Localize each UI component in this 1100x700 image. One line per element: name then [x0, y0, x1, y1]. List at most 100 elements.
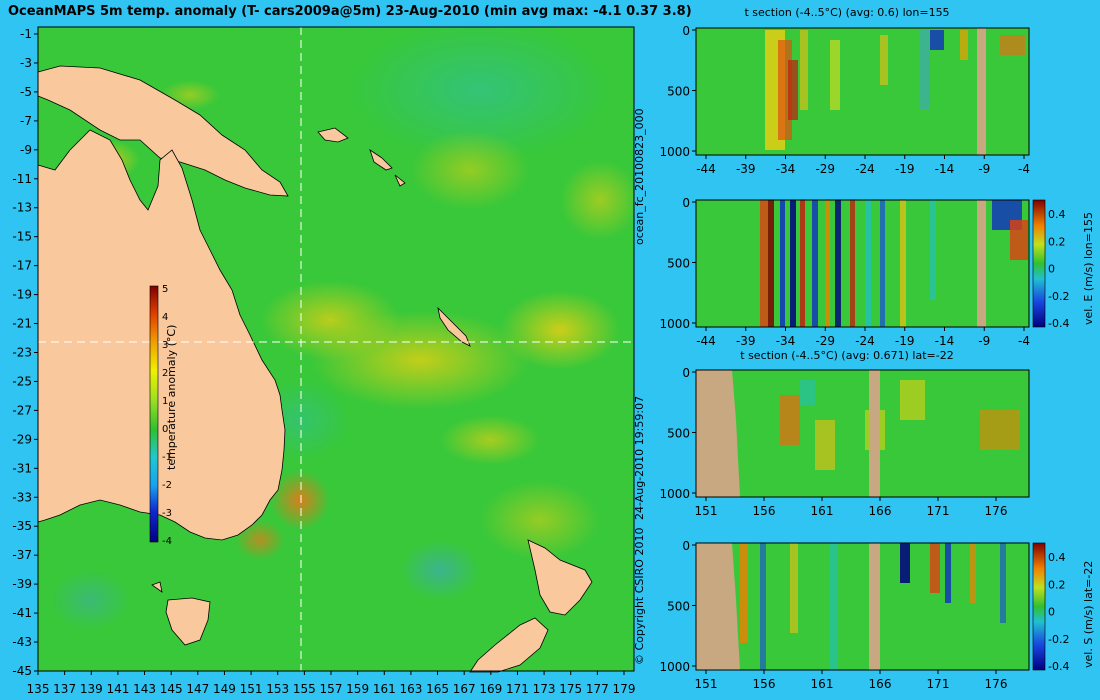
- temperature-colorbar-ticks: 5 4 3 2 1 0 -1 -2 -3 -4: [162, 284, 172, 547]
- x-tick-label: -34: [776, 162, 796, 176]
- x-tick-label: 156: [753, 504, 776, 518]
- lat-tick-label: -19: [12, 288, 32, 302]
- section-panel-1: t section (-4..5°C) (avg: 0.6) lon=155 0…: [659, 6, 1030, 176]
- y-tick-label: 0: [682, 539, 690, 553]
- lon-tick-label: 161: [373, 682, 396, 696]
- x-tick-label: -29: [815, 162, 835, 176]
- colorbar-tick-label: 0.2: [1048, 578, 1066, 591]
- x-tick-label: -4: [1018, 334, 1030, 348]
- temperature-colorbar-tick: 3: [162, 340, 168, 351]
- panel-3-x-ticks: 151 156 161 166 171 176: [695, 497, 1007, 518]
- temperature-colorbar-tick: -4: [162, 536, 172, 547]
- y-tick-label: 1000: [659, 317, 690, 331]
- temperature-colorbar-tick: 2: [162, 368, 168, 379]
- temperature-colorbar-label: temperature anomaly (°C): [165, 325, 178, 470]
- panel-4-y-ticks: 0 500 1000: [659, 539, 696, 674]
- panel-4-features: [740, 543, 1006, 670]
- x-tick-label: 151: [695, 677, 718, 691]
- lon-tick-label: 169: [479, 682, 502, 696]
- lon-tick-label: 149: [213, 682, 236, 696]
- lat-tick-label: -29: [12, 432, 32, 446]
- x-tick-label: 161: [811, 504, 834, 518]
- x-tick-label: -19: [895, 162, 915, 176]
- x-tick-label: 151: [695, 504, 718, 518]
- x-tick-label: 161: [811, 677, 834, 691]
- lat-tick-label: -21: [12, 317, 32, 331]
- lat-tick-label: -15: [12, 230, 32, 244]
- x-tick-label: -14: [935, 334, 955, 348]
- y-tick-label: 500: [667, 257, 690, 271]
- lon-tick-label: 167: [453, 682, 476, 696]
- x-tick-label: 171: [927, 504, 950, 518]
- lat-tick-label: -7: [20, 114, 32, 128]
- land-masses: [37, 65, 593, 673]
- y-tick-label: 1000: [659, 145, 690, 159]
- colorbar-tick-label: -0.4: [1048, 317, 1069, 330]
- panel-2-colorbar-label: vel. E (m/s) lon=155: [1082, 212, 1095, 325]
- lat-tick-label: -35: [12, 519, 32, 533]
- lat-tick-label: -45: [12, 664, 32, 678]
- colorbar-tick-label: 0.2: [1048, 235, 1066, 248]
- lat-tick-label: -39: [12, 577, 32, 591]
- panel-2-x-ticks: -44 -39 -34 -29 -24 -19 -14 -9 -4: [696, 327, 1030, 348]
- x-tick-label: -39: [736, 334, 756, 348]
- lat-tick-label: -33: [12, 490, 32, 504]
- panel-2-colorbar: [1032, 199, 1046, 328]
- temperature-colorbar-tick: -2: [162, 480, 172, 491]
- x-tick-label: -39: [736, 162, 756, 176]
- colorbar-tick-label: 0: [1048, 606, 1055, 619]
- main-title: OceanMAPS 5m temp. anomaly (T- cars2009a…: [8, 4, 692, 19]
- temperature-colorbar-tick: -3: [162, 508, 172, 519]
- map-frame: [37, 26, 635, 672]
- lon-tick-label: 171: [506, 682, 529, 696]
- temperature-colorbar-tick: 4: [162, 312, 168, 323]
- lat-tick-label: -5: [20, 85, 32, 99]
- x-tick-label: -34: [776, 334, 796, 348]
- panel-1-features: [765, 30, 1025, 150]
- lat-tick-label: -3: [20, 56, 32, 70]
- lat-tick-label: -13: [12, 201, 32, 215]
- lon-tick-label: 151: [240, 682, 263, 696]
- colorbar-tick-label: 0.4: [1048, 208, 1066, 221]
- x-tick-label: 171: [927, 677, 950, 691]
- colorbar-tick-label: -0.2: [1048, 633, 1069, 646]
- longitude-ticks: 135 137 139 141 143 145 147 149 151 153 155 157 159 1…: [27, 671, 635, 696]
- x-tick-label: 176: [985, 677, 1008, 691]
- lon-tick-label: 173: [533, 682, 556, 696]
- x-tick-label: -9: [978, 334, 990, 348]
- panel-4-colorbar-ticks: 0.4 0.2 0 -0.2 -0.4: [1048, 551, 1069, 673]
- anomaly-patterns: [50, 20, 640, 630]
- section-panels: t section (-4..5°C) (avg: 0.6) lon=155 0…: [659, 6, 1095, 691]
- lon-tick-label: 147: [186, 682, 209, 696]
- panel-1-title: t section (-4..5°C) (avg: 0.6) lon=155: [744, 6, 949, 19]
- temperature-colorbar: [149, 285, 159, 543]
- x-tick-label: -24: [855, 162, 875, 176]
- x-tick-label: -9: [978, 162, 990, 176]
- lat-tick-label: -27: [12, 403, 32, 417]
- lat-tick-label: -31: [12, 461, 32, 475]
- panel-4-x-ticks: 151 156 161 166 171 176: [695, 670, 1008, 691]
- lat-tick-label: -37: [12, 548, 32, 562]
- lon-tick-label: 159: [346, 682, 369, 696]
- temperature-colorbar-tick: -1: [162, 452, 172, 463]
- temperature-colorbar-tick: 0: [162, 424, 168, 435]
- section-panel-3: t section (-4..5°C) (avg: 0.671) lat=-22…: [659, 349, 1030, 518]
- x-tick-label: 156: [753, 677, 776, 691]
- x-tick-label: -29: [815, 334, 835, 348]
- y-tick-label: 500: [667, 427, 690, 441]
- colorbar-tick-label: -0.2: [1048, 290, 1069, 303]
- lat-tick-label: -9: [20, 143, 32, 157]
- lat-tick-label: -17: [12, 259, 32, 273]
- panel-3-y-ticks: 0 500 1000: [659, 366, 696, 501]
- y-tick-label: 1000: [659, 660, 690, 674]
- y-tick-label: 500: [667, 85, 690, 99]
- lon-tick-label: 165: [426, 682, 449, 696]
- lat-tick-label: -1: [20, 27, 32, 41]
- panel-3-title: t section (-4..5°C) (avg: 0.671) lat=-22: [740, 349, 953, 362]
- panel-2-y-ticks: 0 500 1000: [659, 196, 696, 331]
- y-tick-label: 0: [682, 24, 690, 38]
- y-tick-label: 500: [667, 600, 690, 614]
- y-tick-label: 1000: [659, 487, 690, 501]
